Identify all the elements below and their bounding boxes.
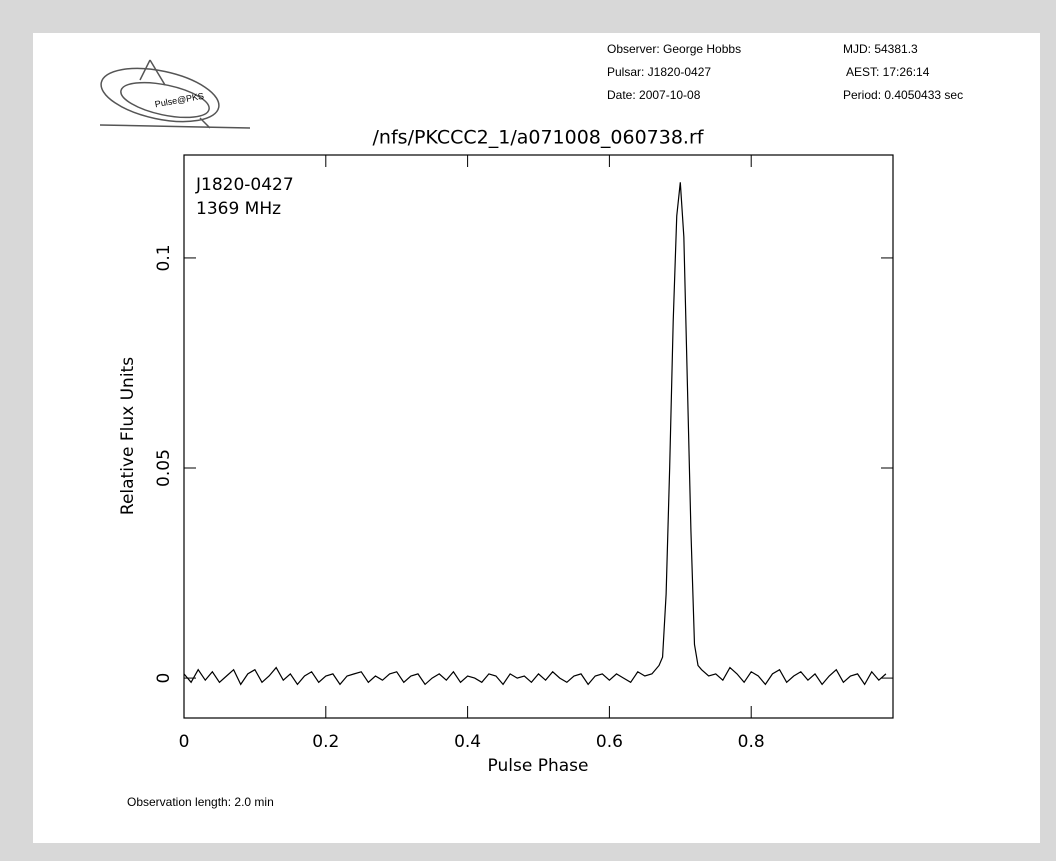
footer: Observation length: 2.0 min <box>127 795 274 809</box>
annotation: 1369 MHz <box>196 199 281 219</box>
x-tick-label: 0.6 <box>596 732 623 752</box>
x-axis-label: Pulse Phase <box>488 756 589 776</box>
observer: Observer: George Hobbs <box>607 42 741 56</box>
x-tick-label: 0 <box>179 732 190 752</box>
panel <box>33 33 1040 843</box>
x-tick-label: 0.2 <box>312 732 339 752</box>
chart-title: /nfs/PKCCC2_1/a071008_060738.rf <box>373 127 705 149</box>
profile-line <box>183 182 887 686</box>
plot-frame <box>183 154 894 719</box>
x-tick-label: 0.4 <box>454 732 481 752</box>
mjd: MJD: 54381.3 <box>843 42 918 56</box>
date: Date: 2007-10-08 <box>607 88 701 102</box>
y-tick-label: 0 <box>154 673 174 684</box>
aest: AEST: 17:26:14 <box>846 65 930 79</box>
y-axis-label: Relative Flux Units <box>118 357 138 515</box>
y-tick-label: 0.05 <box>154 449 174 487</box>
annotation: J1820-0427 <box>195 175 294 195</box>
x-tick-label: 0.8 <box>738 732 765 752</box>
y-tick-label: 0.1 <box>154 244 174 271</box>
period: Period: 0.4050433 sec <box>843 88 963 102</box>
pulsar: Pulsar: J1820-0427 <box>607 65 711 79</box>
